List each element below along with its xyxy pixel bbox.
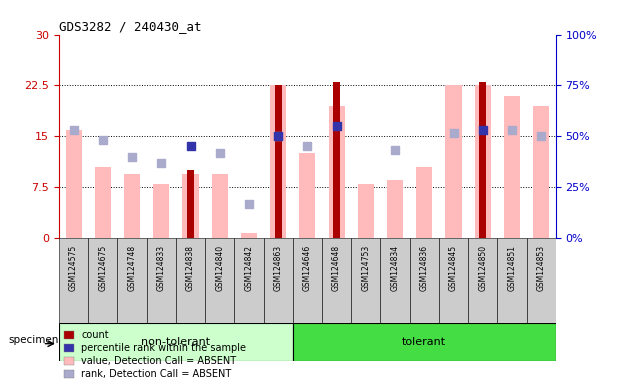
Bar (183, 174, 199, 238)
Point (186, 144, 196, 150)
Text: tolerant: tolerant (402, 337, 446, 347)
Text: GSM124836: GSM124836 (420, 245, 428, 291)
Text: GSM124851: GSM124851 (507, 245, 517, 291)
Bar (263, 238, 292, 323)
Text: GSM124863: GSM124863 (274, 245, 283, 291)
Bar (241, 233, 257, 238)
Text: GSM124833: GSM124833 (156, 245, 166, 291)
Bar (439, 238, 468, 323)
Bar (95, 167, 111, 238)
Bar (381, 238, 410, 323)
Text: GSM124845: GSM124845 (449, 245, 458, 291)
Point (536, 133, 546, 139)
Text: GSM124838: GSM124838 (186, 245, 195, 291)
Point (69, 126, 79, 132)
Bar (468, 238, 497, 323)
Bar (416, 167, 432, 238)
Text: GSM124834: GSM124834 (391, 245, 399, 291)
Legend: count, percentile rank within the sample, value, Detection Call = ABSENT, rank, : count, percentile rank within the sample… (64, 330, 247, 379)
Text: GSM124853: GSM124853 (537, 245, 546, 291)
Point (156, 161, 166, 167)
Text: GSM124850: GSM124850 (478, 245, 487, 291)
Text: specimen: specimen (9, 335, 59, 345)
Point (215, 150, 225, 156)
Point (127, 154, 137, 160)
Bar (479, 82, 486, 238)
Point (244, 201, 254, 207)
Bar (59, 323, 292, 361)
Point (507, 126, 517, 132)
Text: GSM124842: GSM124842 (245, 245, 253, 291)
Point (302, 144, 312, 150)
Bar (59, 238, 88, 323)
Point (448, 130, 458, 136)
Point (390, 147, 400, 153)
Point (98, 137, 108, 143)
Text: GSM124648: GSM124648 (332, 245, 341, 291)
Bar (358, 184, 374, 238)
Point (478, 126, 487, 132)
Bar (187, 170, 194, 238)
Text: non-tolerant: non-tolerant (142, 337, 211, 347)
Bar (497, 238, 527, 323)
Bar (212, 174, 228, 238)
Bar (88, 238, 117, 323)
Text: GSM124840: GSM124840 (215, 245, 224, 291)
Bar (117, 238, 147, 323)
Bar (274, 86, 282, 238)
Bar (333, 82, 340, 238)
Bar (153, 184, 170, 238)
Point (273, 133, 283, 139)
Bar (176, 238, 205, 323)
Bar (205, 238, 234, 323)
Bar (474, 86, 491, 238)
Bar (445, 86, 461, 238)
Bar (270, 86, 286, 238)
Point (273, 133, 283, 139)
Text: GSM124646: GSM124646 (303, 245, 312, 291)
Text: GSM124675: GSM124675 (98, 245, 107, 291)
Bar (124, 174, 140, 238)
Bar (234, 238, 263, 323)
Point (332, 123, 342, 129)
Bar (292, 238, 322, 323)
Bar (299, 153, 315, 238)
Bar (351, 238, 381, 323)
Bar (387, 180, 403, 238)
Bar (410, 238, 439, 323)
Text: GSM124748: GSM124748 (127, 245, 137, 291)
Bar (504, 96, 520, 238)
Text: GSM124753: GSM124753 (361, 245, 370, 291)
Bar (322, 238, 351, 323)
Bar (292, 323, 556, 361)
Bar (329, 106, 345, 238)
Bar (533, 106, 549, 238)
Bar (66, 129, 81, 238)
Bar (147, 238, 176, 323)
Text: GDS3282 / 240430_at: GDS3282 / 240430_at (59, 20, 201, 33)
Text: GSM124575: GSM124575 (69, 245, 78, 291)
Bar (527, 238, 556, 323)
